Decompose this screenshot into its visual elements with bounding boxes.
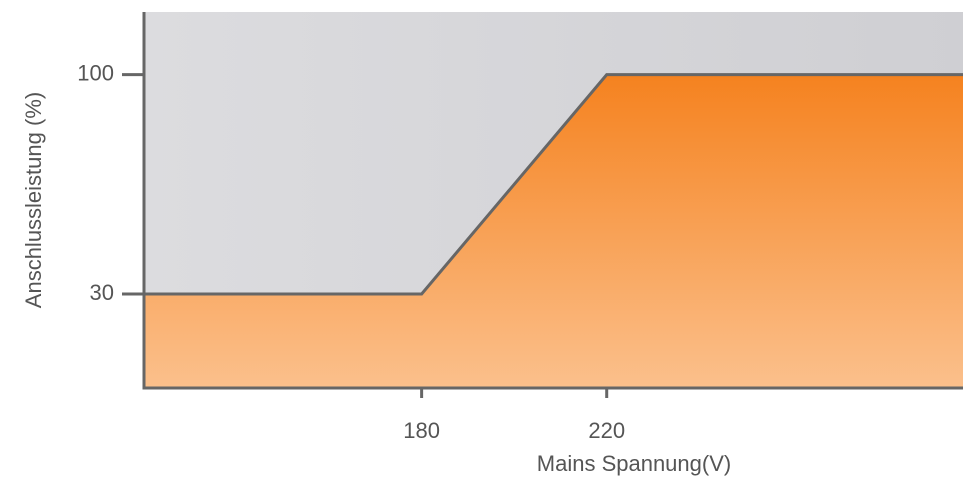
x-tick-label: 180 [403, 418, 440, 443]
y-tick-label: 30 [90, 280, 114, 305]
y-axis-label: Anschlussleistung (%) [21, 92, 46, 308]
y-tick-label: 100 [77, 60, 114, 85]
x-axis-label: Mains Spannung(V) [537, 451, 731, 476]
axes [142, 12, 963, 390]
area-fill [144, 74, 963, 389]
x-tick-label: 220 [588, 418, 625, 443]
area-line [144, 73, 963, 296]
